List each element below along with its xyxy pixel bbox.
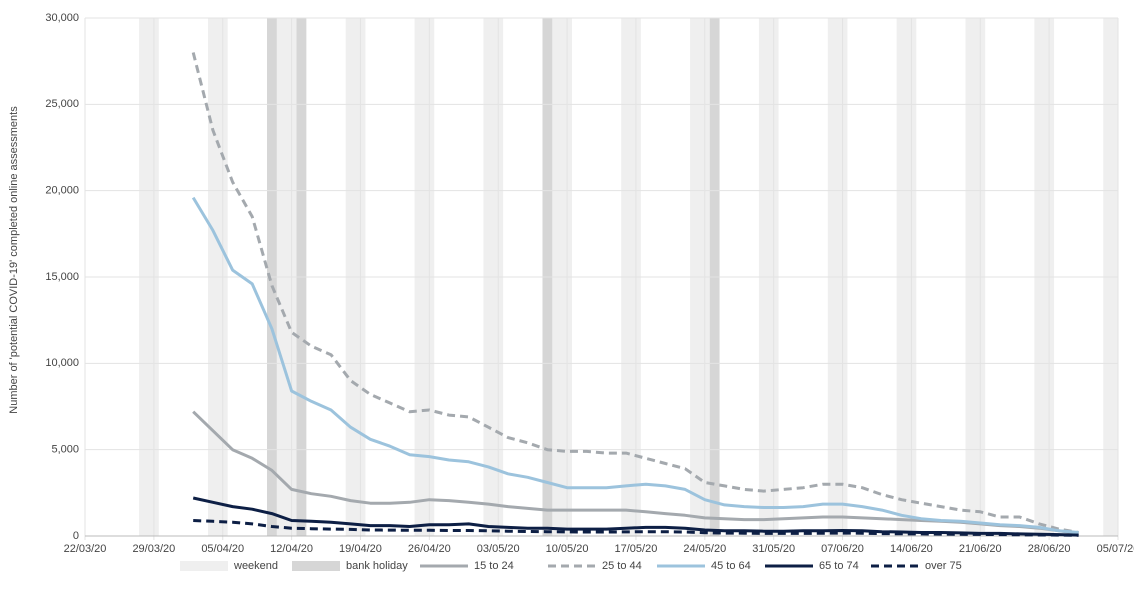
x-tick-label: 17/05/20 [615,543,658,555]
legend-swatch [180,561,228,571]
legend-label: bank holiday [346,560,408,572]
legend-label: 45 to 64 [711,560,751,572]
series-line [191,196,1079,534]
x-tick-label: 07/06/20 [821,543,864,555]
legend-swatch [292,561,340,571]
x-tick-label: 05/07/20 [1097,543,1134,555]
y-axis-label: Number of 'potential COVID-19' completed… [8,106,20,414]
x-tick-label: 10/05/20 [546,543,589,555]
x-tick-label: 29/03/20 [132,543,175,555]
x-tick-label: 31/05/20 [752,543,795,555]
y-tick-label: 30,000 [45,12,79,24]
y-tick-label: 20,000 [45,185,79,197]
y-tick-label: 10,000 [45,357,79,369]
x-tick-label: 12/04/20 [270,543,313,555]
x-tick-label: 14/06/20 [890,543,933,555]
x-tick-label: 26/04/20 [408,543,451,555]
x-tick-label: 28/06/20 [1028,543,1071,555]
x-tick-label: 21/06/20 [959,543,1002,555]
y-tick-label: 5,000 [51,444,79,456]
series-line [192,496,1079,537]
series-line [193,519,1079,537]
x-tick-label: 05/04/20 [201,543,244,555]
legend-label: 15 to 24 [474,560,514,572]
legend-label: over 75 [925,560,962,572]
x-tick-label: 19/04/20 [339,543,382,555]
series-line [191,52,1079,534]
legend-label: weekend [233,560,278,572]
legend-label: 25 to 44 [602,560,642,572]
y-tick-label: 0 [73,530,79,542]
x-tick-label: 24/05/20 [683,543,726,555]
y-tick-label: 15,000 [45,271,79,283]
x-tick-label: 03/05/20 [477,543,520,555]
legend-label: 65 to 74 [819,560,859,572]
x-tick-label: 22/03/20 [64,543,107,555]
y-tick-label: 25,000 [45,98,79,110]
